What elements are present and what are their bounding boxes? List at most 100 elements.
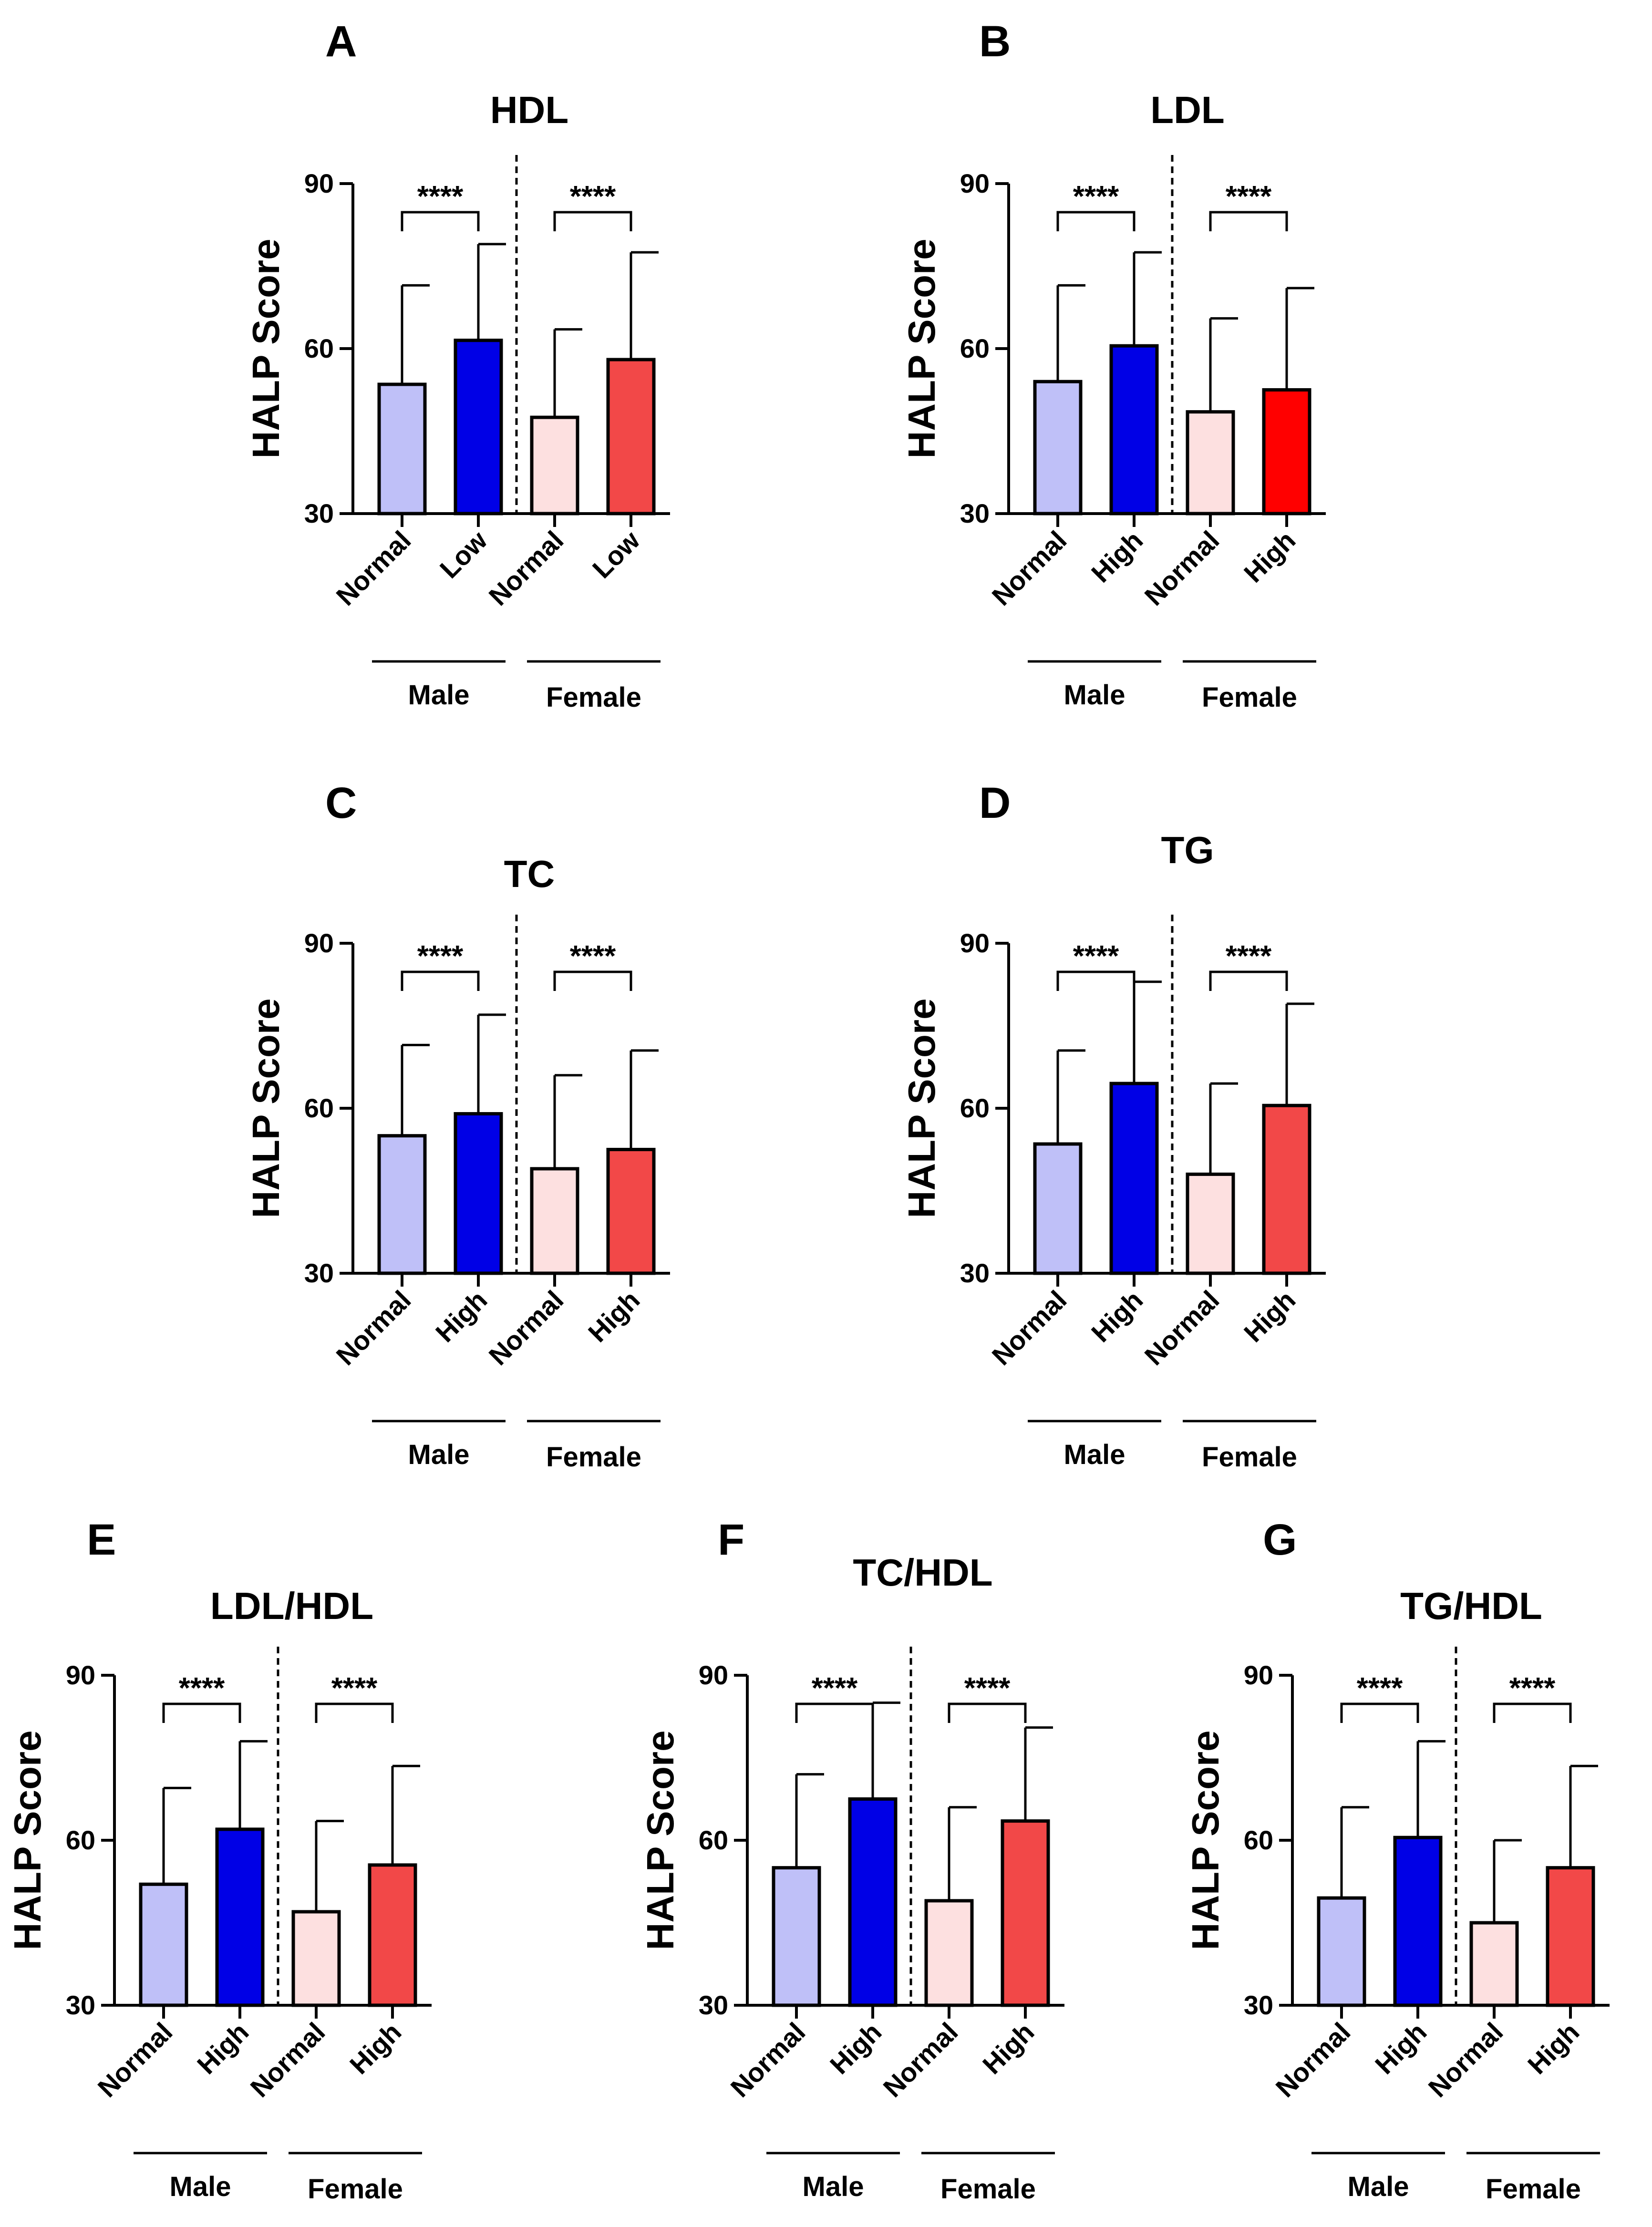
x-tick-label: High bbox=[430, 1285, 493, 1348]
panel-letter: G bbox=[1263, 1516, 1297, 1564]
x-tick-label: Normal bbox=[245, 2017, 331, 2103]
y-axis-label: HALP Score bbox=[900, 999, 943, 1218]
x-tick-label: Normal bbox=[986, 1285, 1073, 1371]
significance-bracket bbox=[1209, 211, 1288, 231]
x-tick-label: High bbox=[582, 1285, 646, 1348]
x-tick-label: Normal bbox=[725, 2017, 811, 2103]
bar bbox=[1033, 1142, 1083, 1275]
group-label-male: Male bbox=[1064, 1439, 1125, 1470]
x-tick-label: Normal bbox=[330, 1285, 417, 1371]
y-tick-label: 30 bbox=[1244, 1990, 1273, 2020]
bar bbox=[772, 1866, 821, 2007]
significance-label: **** bbox=[179, 1672, 225, 1705]
chart-title: TG bbox=[1161, 829, 1214, 871]
y-tick-label: 60 bbox=[960, 333, 990, 363]
chart-title: TC bbox=[504, 853, 555, 895]
y-tick-label: 60 bbox=[66, 1825, 95, 1855]
panel-letter: F bbox=[718, 1516, 744, 1564]
group-label-male: Male bbox=[803, 2171, 864, 2202]
y-tick-label: 30 bbox=[960, 498, 990, 528]
bar bbox=[377, 382, 427, 516]
significance-bracket bbox=[553, 970, 632, 991]
y-axis-label: HALP Score bbox=[639, 1731, 681, 1950]
bar bbox=[215, 1827, 265, 2007]
panel-letter: D bbox=[979, 779, 1011, 827]
significance-label: **** bbox=[331, 1672, 378, 1705]
y-tick-label: 90 bbox=[304, 168, 334, 198]
significance-label: **** bbox=[1509, 1672, 1556, 1705]
bar bbox=[368, 1863, 417, 2007]
x-tick-label: High bbox=[344, 2017, 407, 2080]
group-label-male: Male bbox=[1064, 680, 1125, 711]
y-tick-label: 60 bbox=[699, 1825, 728, 1855]
significance-label: **** bbox=[570, 180, 616, 213]
x-tick-label: Normal bbox=[1139, 1285, 1225, 1371]
significance-bracket bbox=[1493, 1702, 1572, 1723]
y-axis-label: HALP Score bbox=[900, 239, 943, 459]
y-tick-label: 90 bbox=[66, 1660, 95, 1690]
x-tick-label: Normal bbox=[483, 525, 569, 611]
x-tick-label: Normal bbox=[1423, 2017, 1509, 2103]
significance-bracket bbox=[553, 211, 632, 231]
significance-bracket bbox=[1056, 211, 1136, 231]
significance-bracket bbox=[795, 1702, 874, 1723]
chart-title: LDL/HDL bbox=[210, 1585, 373, 1627]
bar bbox=[1317, 1896, 1366, 2007]
x-tick-label: High bbox=[1522, 2017, 1585, 2080]
panel-letter: E bbox=[87, 1516, 116, 1564]
x-tick-label: High bbox=[1238, 1285, 1301, 1348]
significance-bracket bbox=[1340, 1702, 1419, 1723]
bar bbox=[1262, 388, 1311, 516]
significance-label: **** bbox=[417, 940, 464, 973]
panel-letter: A bbox=[325, 17, 357, 66]
significance-label: **** bbox=[812, 1672, 858, 1705]
chart-title: TC/HDL bbox=[853, 1551, 992, 1594]
group-label-female: Female bbox=[1202, 1442, 1297, 1473]
x-tick-label: Normal bbox=[1270, 2017, 1356, 2103]
group-label-female: Female bbox=[940, 2174, 1036, 2205]
group-label-male: Male bbox=[1348, 2171, 1409, 2202]
significance-bracket bbox=[1209, 970, 1288, 991]
significance-bracket bbox=[401, 970, 480, 991]
significance-bracket bbox=[315, 1702, 394, 1723]
bar bbox=[291, 1910, 341, 2007]
x-tick-label: Normal bbox=[986, 525, 1073, 611]
bar bbox=[530, 1167, 579, 1275]
x-tick-label: High bbox=[824, 2017, 888, 2080]
y-tick-label: 90 bbox=[960, 168, 990, 198]
group-label-female: Female bbox=[1486, 2174, 1581, 2205]
y-axis-label: HALP Score bbox=[1184, 1731, 1227, 1950]
bar bbox=[454, 1112, 503, 1275]
x-tick-label: Normal bbox=[330, 525, 417, 611]
bar bbox=[1033, 380, 1083, 516]
y-tick-label: 60 bbox=[960, 1093, 990, 1123]
y-tick-label: 30 bbox=[960, 1258, 990, 1288]
chart-title: TG/HDL bbox=[1400, 1585, 1542, 1627]
significance-label: **** bbox=[1226, 180, 1272, 213]
group-label-female: Female bbox=[546, 1442, 641, 1473]
bar bbox=[606, 1148, 656, 1275]
bar bbox=[1393, 1835, 1443, 2007]
bar bbox=[530, 415, 579, 516]
y-tick-label: 30 bbox=[304, 1258, 334, 1288]
significance-label: **** bbox=[964, 1672, 1011, 1705]
bar bbox=[1262, 1103, 1311, 1275]
x-tick-label: Normal bbox=[483, 1285, 569, 1371]
significance-bracket bbox=[401, 211, 480, 231]
bar bbox=[1469, 1921, 1519, 2007]
x-tick-label: Normal bbox=[1139, 525, 1225, 611]
significance-label: **** bbox=[570, 940, 616, 973]
y-tick-label: 60 bbox=[1244, 1825, 1273, 1855]
x-tick-label: High bbox=[1238, 525, 1301, 588]
bar bbox=[1186, 1172, 1235, 1275]
y-tick-label: 90 bbox=[1244, 1660, 1273, 1690]
y-tick-label: 30 bbox=[304, 498, 334, 528]
x-tick-label: High bbox=[1085, 1285, 1149, 1348]
y-tick-label: 30 bbox=[699, 1990, 728, 2020]
y-tick-label: 60 bbox=[304, 1093, 334, 1123]
